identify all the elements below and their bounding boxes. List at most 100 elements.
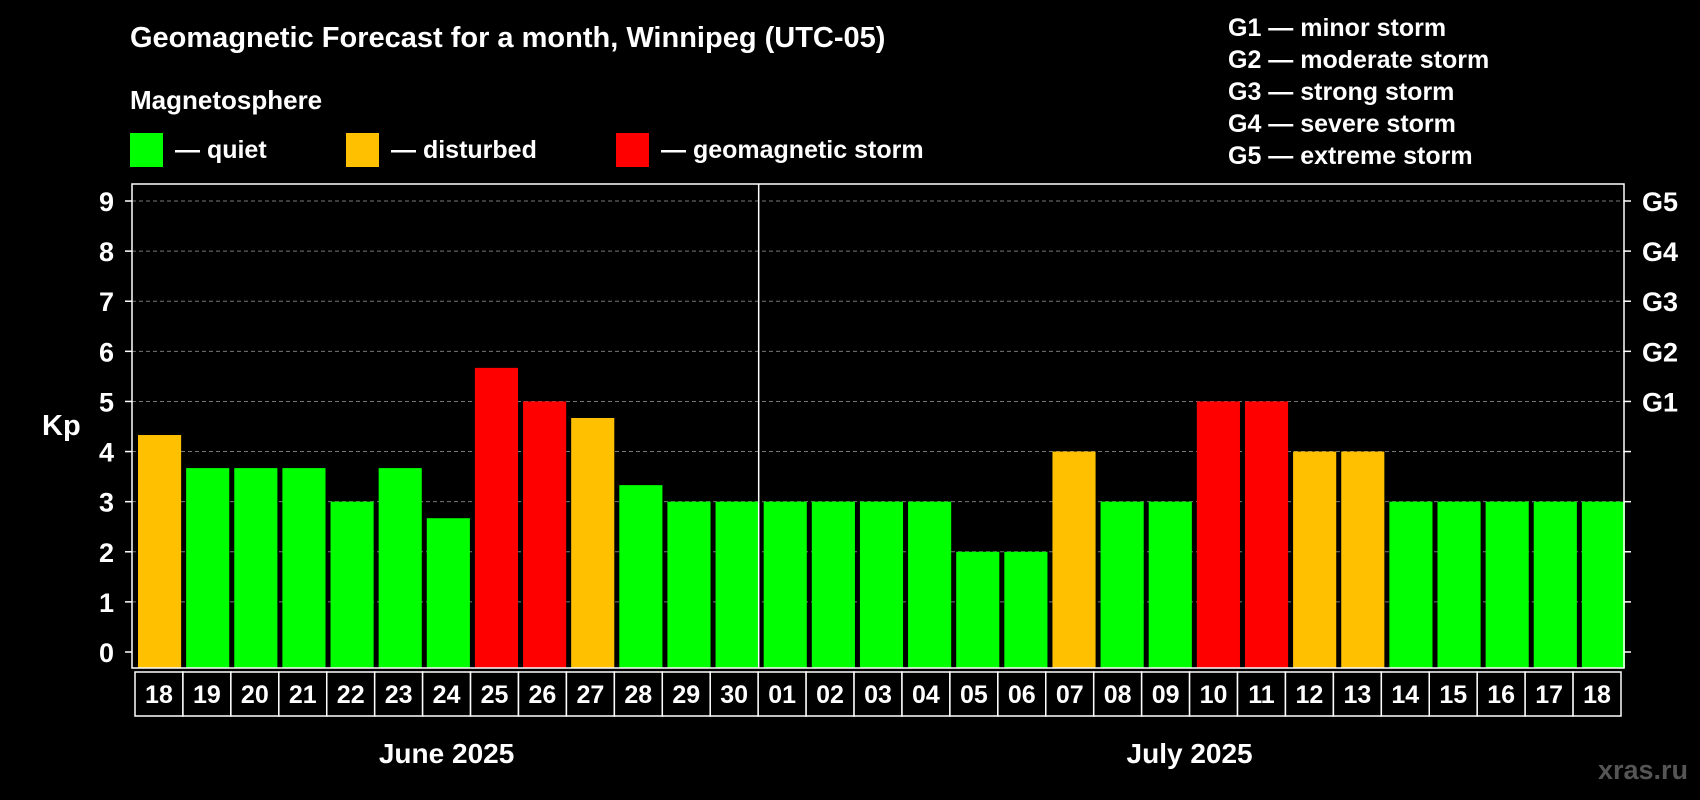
bar-24 (1293, 451, 1337, 668)
legend-item-storm: — geomagnetic storm (616, 133, 924, 167)
day-label-21: 09 (1152, 681, 1180, 709)
chart-title: Geomagnetic Forecast for a month, Winnip… (130, 22, 886, 54)
right-axis-label-g2: G2 (1642, 337, 1678, 367)
bar-6 (426, 518, 470, 668)
bar-16 (908, 501, 952, 668)
y-tick-label: 7 (99, 287, 114, 317)
day-label-9: 27 (576, 681, 604, 709)
day-label-8: 26 (529, 681, 557, 709)
bar-13 (763, 501, 807, 668)
y-tick-label: 5 (99, 387, 114, 417)
day-label-12: 30 (720, 681, 748, 709)
y-tick-label: 3 (99, 488, 114, 518)
day-box-10 (613, 671, 664, 717)
y-tick-label: 2 (99, 538, 114, 568)
y-tick-label: 4 (99, 438, 114, 468)
y-tick-label: 6 (99, 337, 114, 367)
storm-level-g1: G1 — minor storm (1228, 14, 1447, 42)
bar-25 (1341, 451, 1385, 668)
y-axis-label: Kp (42, 410, 81, 442)
day-box-23 (1236, 671, 1287, 717)
day-label-13: 01 (768, 681, 796, 709)
day-label-11: 29 (672, 681, 700, 709)
day-box-30 (1572, 671, 1622, 717)
bar-10 (619, 485, 663, 668)
bar-23 (1244, 401, 1289, 668)
y-tick-label: 8 (99, 237, 114, 267)
day-label-2: 20 (241, 681, 269, 709)
bar-21 (1148, 501, 1192, 668)
right-axis-label-g1: G1 (1642, 387, 1678, 417)
watermark: xras.ru (1597, 755, 1688, 785)
day-label-29: 17 (1535, 681, 1563, 709)
day-box-13 (757, 671, 807, 717)
day-label-26: 14 (1391, 681, 1419, 709)
legend-label-storm: — geomagnetic storm (661, 135, 924, 164)
y-tick-label: 0 (99, 638, 114, 668)
day-box-4 (325, 671, 376, 717)
legend-subtitle: Magnetosphere (130, 85, 323, 115)
bar-30 (1581, 501, 1625, 668)
bar-3 (282, 468, 326, 668)
bar-22 (1196, 401, 1240, 668)
bar-19 (1052, 451, 1096, 668)
month-label: July 2025 (1127, 738, 1253, 769)
right-axis-label-g4: G4 (1642, 237, 1678, 267)
day-label-27: 15 (1439, 681, 1467, 709)
day-label-16: 04 (912, 681, 940, 709)
legend-label-disturbed: — disturbed (391, 135, 537, 164)
day-box-18 (997, 671, 1047, 717)
day-box-20 (1092, 671, 1143, 717)
day-label-15: 03 (864, 681, 892, 709)
storm-level-g2: G2 — moderate storm (1228, 46, 1490, 74)
day-box-11 (661, 671, 711, 717)
day-box-2 (230, 671, 280, 717)
y-tick-label: 9 (99, 187, 114, 217)
day-box-3 (278, 671, 328, 717)
day-box-6 (421, 671, 472, 717)
bar-20 (1100, 501, 1144, 668)
day-box-21 (1140, 671, 1191, 717)
day-label-18: 06 (1008, 681, 1036, 709)
legend-item-quiet: — quiet (130, 133, 267, 167)
bar-9 (571, 417, 615, 668)
day-label-19: 07 (1056, 681, 1084, 709)
day-label-4: 22 (337, 681, 365, 709)
day-label-10: 28 (624, 681, 652, 709)
right-axis-label-g5: G5 (1642, 187, 1678, 217)
day-label-28: 16 (1487, 681, 1515, 709)
bar-28 (1485, 501, 1529, 668)
day-label-20: 08 (1104, 681, 1132, 709)
day-label-3: 21 (289, 681, 317, 709)
bar-4 (330, 501, 374, 668)
storm-level-g3: G3 — strong storm (1228, 78, 1455, 106)
bar-12 (715, 501, 759, 668)
day-label-23: 11 (1248, 681, 1275, 709)
bar-17 (956, 551, 1000, 668)
storm-level-g4: G4 — severe storm (1228, 110, 1456, 138)
day-label-17: 05 (960, 681, 988, 709)
month-label: June 2025 (379, 738, 514, 769)
plot-frame (131, 183, 1625, 669)
legend-swatch-disturbed (346, 133, 379, 167)
storm-level-list: G1 — minor storm G2 — moderate storm G3 … (1228, 12, 1489, 172)
day-box-1 (182, 671, 232, 717)
bar-26 (1389, 501, 1433, 668)
bar-27 (1437, 501, 1481, 668)
day-label-1: 19 (193, 681, 221, 709)
legend-item-disturbed: — disturbed (346, 133, 537, 167)
day-label-30: 18 (1583, 681, 1611, 709)
bar-0 (138, 435, 182, 668)
day-label-0: 18 (145, 681, 173, 709)
day-box-0 (134, 671, 184, 717)
bar-5 (378, 468, 422, 668)
bar-15 (859, 501, 904, 668)
day-box-17 (949, 671, 999, 717)
day-box-19 (1045, 671, 1095, 717)
legend-label-quiet: — quiet (175, 135, 267, 164)
bar-8 (523, 401, 567, 668)
legend-swatch-storm (616, 133, 649, 167)
bar-18 (1004, 551, 1048, 668)
day-label-25: 13 (1343, 681, 1371, 709)
